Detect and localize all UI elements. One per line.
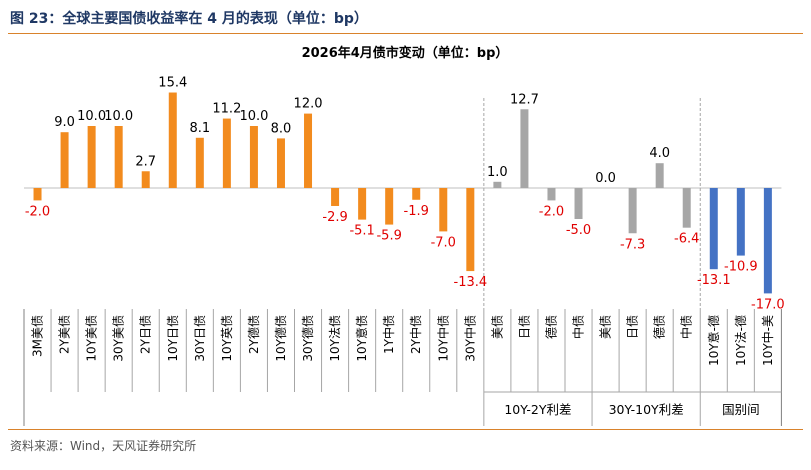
category-label: 德债: [543, 315, 558, 339]
value-label: -13.1: [697, 273, 731, 288]
category-label: 10Y中-美: [760, 315, 775, 366]
value-label: 11.2: [212, 102, 241, 117]
category-label: 10Y意债: [354, 315, 369, 362]
value-label: 10.0: [239, 109, 268, 124]
category-label: 10Y法-德: [733, 315, 748, 366]
value-label: -2.0: [539, 204, 564, 219]
bar-日债: [520, 109, 529, 188]
bar-中债: [682, 188, 691, 228]
bar-10Y中债: [439, 188, 448, 232]
value-label: -2.9: [322, 210, 347, 225]
category-label: 美债: [599, 315, 613, 339]
bar-德债: [547, 188, 556, 201]
category-label: 2Y日债: [139, 315, 153, 354]
value-label: 4.0: [649, 146, 670, 161]
bar-3M美债: [33, 188, 42, 201]
bar-2Y美债: [60, 132, 69, 188]
value-label: 10.0: [104, 109, 133, 124]
category-label: 3M美债: [31, 315, 45, 357]
group-label: 30Y-10Y利差: [609, 402, 684, 417]
value-label: 8.1: [189, 121, 210, 136]
value-label: -5.0: [566, 223, 591, 238]
value-label: -10.9: [724, 260, 758, 275]
value-label: -13.4: [454, 275, 488, 290]
bar-30Y日债: [195, 137, 204, 188]
bar-10Y德债: [276, 138, 285, 188]
category-label: 中债: [679, 315, 694, 339]
bar-30Y美债: [114, 126, 123, 188]
bar-10Y意-德: [709, 188, 718, 270]
category-label: 1Y中债: [381, 315, 396, 354]
value-label: -5.1: [349, 224, 374, 239]
value-label: -1.9: [404, 204, 429, 219]
group-label: 国别间: [722, 402, 760, 417]
category-label: 10Y美债: [85, 315, 99, 362]
bar-10Y英债: [222, 118, 231, 188]
category-label: 日债: [626, 315, 640, 339]
category-label: 30Y日债: [193, 315, 207, 362]
category-label: 30Y中债: [462, 315, 477, 362]
category-label: 中债: [571, 315, 586, 339]
bar-中债: [574, 188, 583, 219]
category-label: 10Y中债: [435, 315, 450, 362]
value-label: -7.0: [431, 235, 456, 250]
chart-title: 2026年4月债市变动（单位：bp）: [302, 45, 509, 61]
bar-德债: [655, 163, 664, 188]
value-label: 12.0: [294, 97, 323, 112]
bar-2Y德债: [249, 126, 258, 188]
category-label: 2Y中债: [408, 315, 423, 354]
group-label: 10Y-2Y利差: [504, 402, 571, 417]
value-label: 10.0: [77, 109, 106, 124]
bar-1Y中债: [385, 188, 394, 225]
value-label: -6.4: [674, 232, 699, 247]
value-label: 0.0: [595, 171, 616, 186]
value-label: 1.0: [487, 165, 508, 180]
plot-area: -2.09.0 10.010.02.715.48.111.210.08.012.0…: [23, 76, 785, 426]
bar-2Y中债: [412, 188, 421, 200]
category-label: 10Y法债: [328, 315, 342, 362]
category-label: 10Y德债: [273, 315, 288, 362]
bar-10Y美债: [87, 126, 96, 188]
category-label: 美债: [490, 315, 504, 339]
value-label: 9.0: [54, 115, 75, 130]
source-note: 资料来源：Wind，天风证券研究所: [10, 439, 197, 453]
bar-10Y法债: [331, 188, 340, 206]
category-label: 10Y意-德: [706, 315, 721, 366]
category-label: 10Y英债: [220, 315, 234, 362]
category-label: 日债: [517, 315, 531, 339]
bar-10Y日债: [168, 92, 177, 188]
value-label: -5.9: [376, 229, 401, 244]
top-rule: [8, 33, 803, 34]
category-label: 30Y美债: [112, 315, 126, 362]
bar-chart: 2026年4月债市变动（单位：bp） -2.09.0 10.010.02.715.…: [23, 45, 785, 426]
category-label: 10Y日债: [166, 315, 180, 362]
category-label: 德债: [652, 315, 667, 339]
value-label: -2.0: [25, 204, 50, 219]
bar-2Y日债: [141, 171, 150, 188]
bottom-rule: [8, 429, 803, 430]
value-label: 15.4: [158, 76, 187, 91]
value-label: -7.3: [620, 237, 645, 252]
figure-title: 图 23：全球主要国债收益率在 4 月的表现（单位：bp）: [10, 11, 368, 27]
category-label: 2Y德债: [246, 315, 261, 354]
category-label: 2Y美债: [58, 315, 72, 354]
bar-美债: [493, 181, 502, 188]
value-label: -17.0: [751, 297, 785, 312]
value-label: 8.0: [271, 121, 292, 136]
value-label: 2.7: [135, 154, 156, 169]
value-label: 12.7: [510, 92, 539, 107]
bar-30Y德债: [304, 113, 313, 188]
bar-10Y中-美: [763, 188, 772, 294]
bar-10Y意债: [358, 188, 367, 220]
bar-30Y中债: [466, 188, 475, 272]
bar-10Y法-德: [736, 188, 745, 256]
bar-日债: [628, 188, 637, 234]
category-label: 30Y德债: [300, 315, 315, 362]
